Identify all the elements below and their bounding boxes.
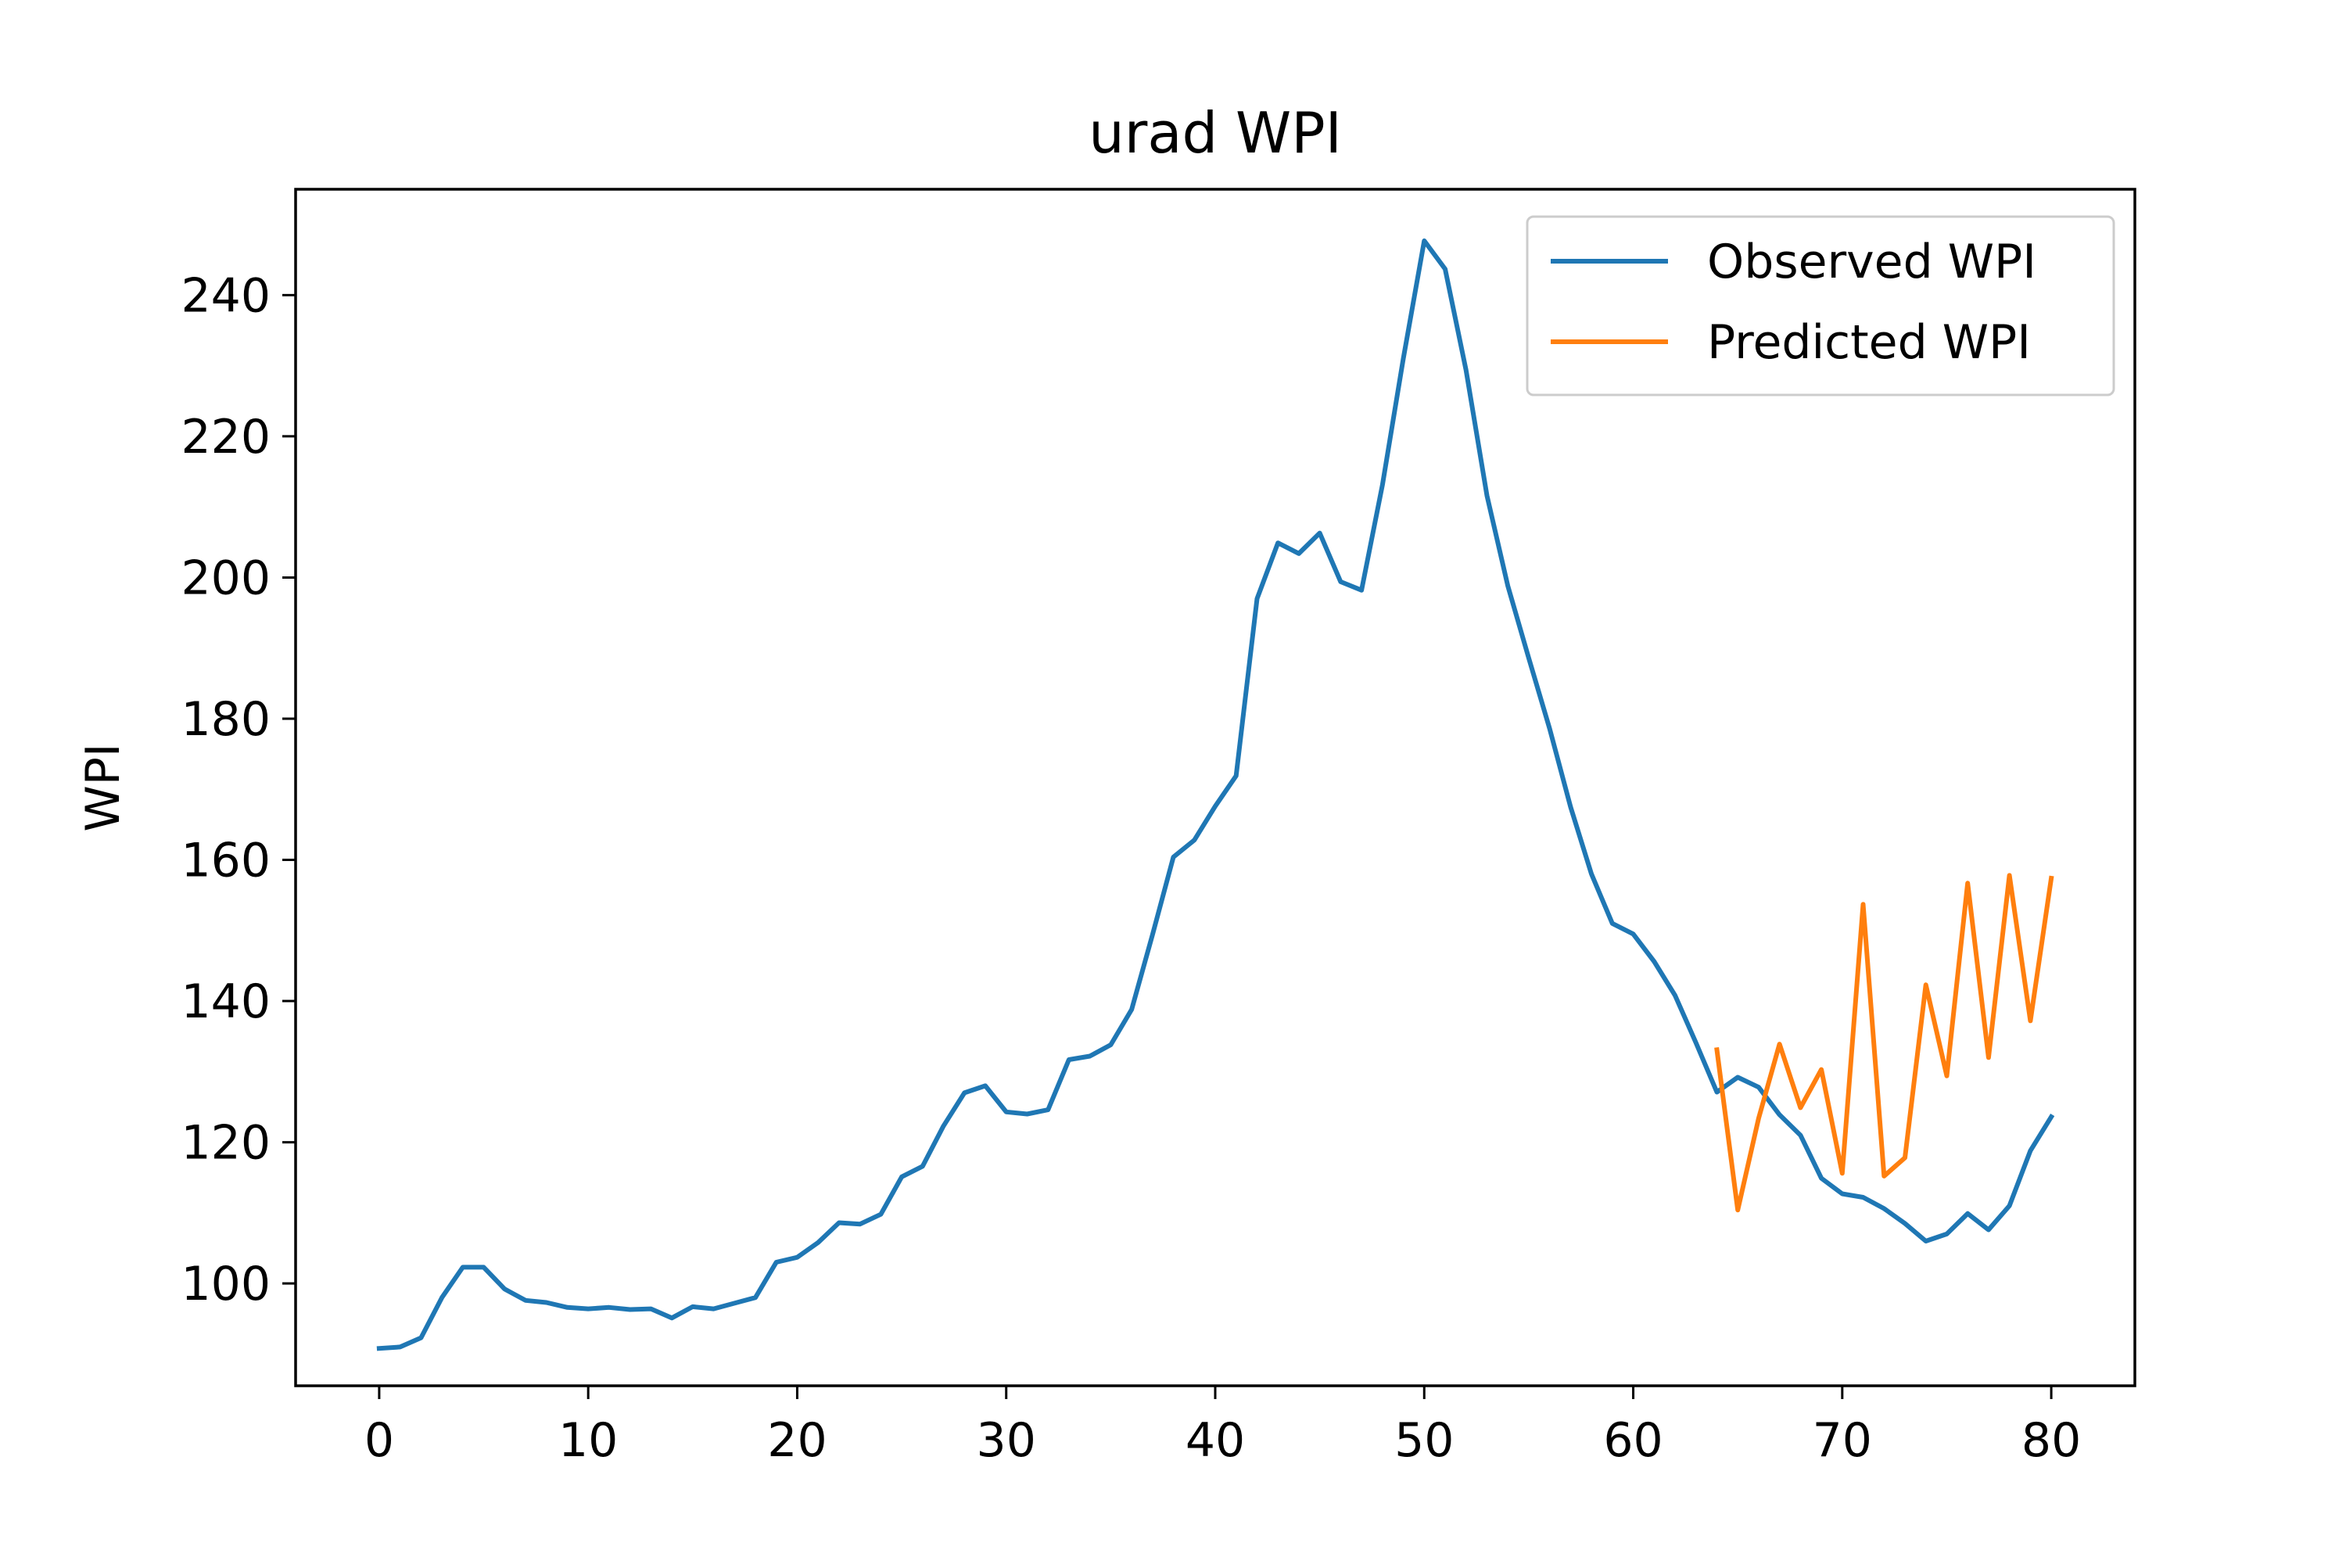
y-tick-label: 220 bbox=[181, 410, 271, 465]
chart-title: urad WPI bbox=[1089, 100, 1342, 166]
series-layer bbox=[376, 238, 2055, 1351]
x-tick-label: 40 bbox=[1186, 1413, 1245, 1468]
x-tick-label: 80 bbox=[2021, 1413, 2081, 1468]
y-tick-label: 120 bbox=[181, 1116, 271, 1171]
y-tick-label: 100 bbox=[181, 1257, 271, 1311]
legend-box bbox=[1526, 215, 2115, 396]
legend-label-predicted: Predicted WPI bbox=[1707, 315, 2031, 370]
y-axis: 100 120 140 160 180 200 220 240 bbox=[181, 268, 296, 1311]
x-tick-label: 20 bbox=[767, 1413, 827, 1468]
y-tick-label: 200 bbox=[181, 551, 271, 605]
y-tick-label: 160 bbox=[181, 834, 271, 888]
x-tick-label: 30 bbox=[977, 1413, 1036, 1468]
x-axis: 0 10 20 30 40 50 60 70 80 bbox=[364, 1386, 2081, 1468]
series-line-predicted bbox=[1714, 873, 2054, 1213]
y-tick-label: 240 bbox=[181, 268, 271, 323]
legend: Observed WPI Predicted WPI bbox=[1526, 215, 2115, 396]
x-tick-label: 10 bbox=[558, 1413, 618, 1468]
y-tick-label: 140 bbox=[181, 974, 271, 1029]
series-line-observed bbox=[376, 238, 2055, 1351]
x-tick-label: 50 bbox=[1394, 1413, 1454, 1468]
legend-label-observed: Observed WPI bbox=[1707, 235, 2036, 289]
x-tick-label: 0 bbox=[364, 1413, 394, 1468]
x-tick-label: 70 bbox=[1813, 1413, 1872, 1468]
y-tick-label: 180 bbox=[181, 692, 271, 747]
x-tick-label: 60 bbox=[1603, 1413, 1663, 1468]
y-axis-title: WPI bbox=[76, 743, 131, 831]
